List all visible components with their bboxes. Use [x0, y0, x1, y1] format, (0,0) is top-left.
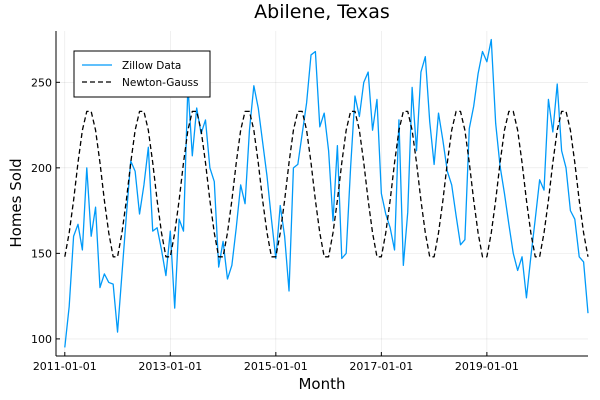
y-tick-label: 150 — [31, 247, 52, 260]
y-axis-title: Homes Sold — [7, 158, 25, 247]
legend-label-zillow: Zillow Data — [122, 60, 181, 72]
x-tick-label: 2015-01-01 — [244, 360, 308, 373]
x-axis-title: Month — [298, 375, 345, 393]
legend-label-newton-gauss: Newton-Gauss — [122, 77, 198, 89]
plot-lines — [64, 38, 589, 348]
ticks: 2011-01-01 2013-01-01 2015-01-01 2017-01-01… — [31, 76, 519, 373]
legend: Zillow Data Newton-Gauss — [73, 50, 211, 98]
y-tick-label: 250 — [31, 76, 52, 89]
x-tick-label: 2013-01-01 — [138, 360, 202, 373]
x-tick-label: 2019-01-01 — [455, 360, 519, 373]
y-tick-label: 200 — [31, 162, 52, 175]
legend-box — [73, 50, 211, 98]
series-line-newton-gauss — [64, 110, 589, 258]
x-tick-label: 2011-01-01 — [33, 360, 97, 373]
axes — [55, 31, 588, 357]
series-line-zillow-data — [64, 38, 589, 348]
chart-title: Abilene, Texas — [254, 1, 390, 23]
x-tick-label: 2017-01-01 — [349, 360, 413, 373]
y-tick-label: 100 — [31, 333, 52, 346]
